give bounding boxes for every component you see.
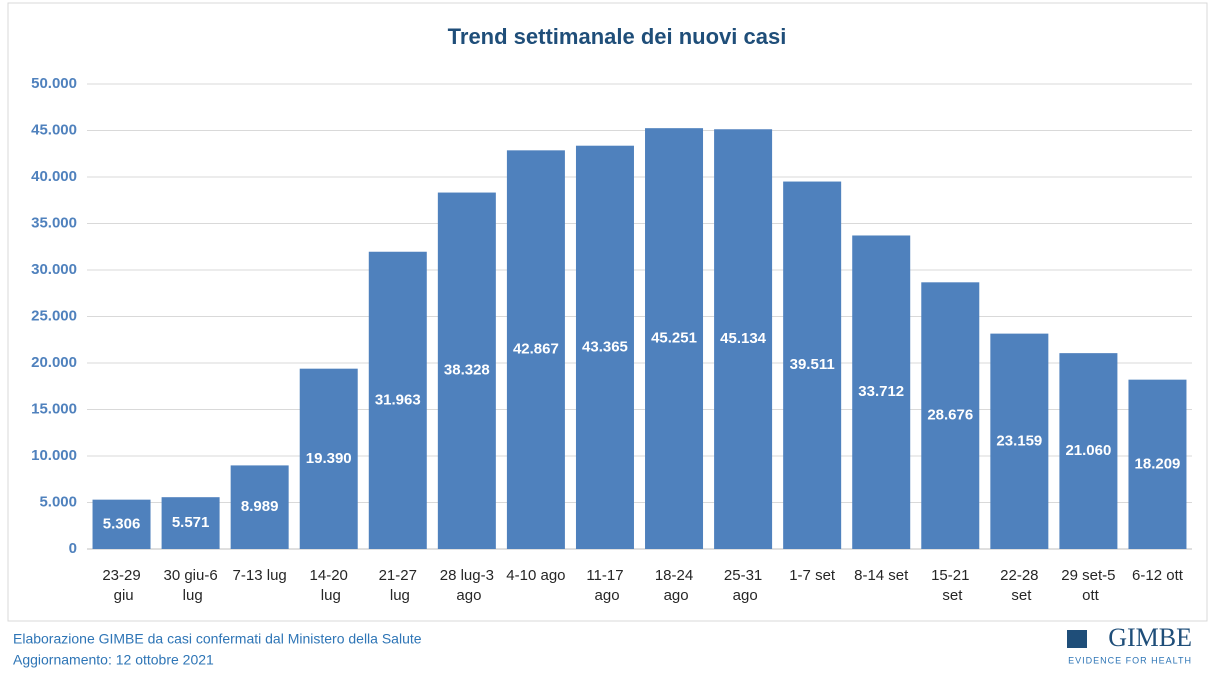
y-tick-label: 30.000 (31, 261, 77, 278)
data-label: 8.989 (241, 498, 279, 515)
x-tick-label: 6-12 ott (1132, 567, 1184, 584)
x-tick-label: 30 giu-6 lug (163, 567, 217, 604)
x-tick-label: 14-20 lug (310, 567, 348, 604)
y-tick-label: 20.000 (31, 354, 77, 371)
x-tick-label: 25-31 ago (724, 567, 762, 604)
x-tick-label: 21-27 lug (379, 567, 417, 604)
x-tick-label: 28 lug-3 ago (440, 567, 494, 604)
bar (1059, 353, 1118, 549)
y-tick-label: 50.000 (31, 75, 77, 92)
bar (990, 333, 1049, 549)
bar (575, 145, 634, 549)
data-label: 18.209 (1135, 455, 1181, 472)
bar (506, 150, 565, 549)
data-label: 33.712 (858, 383, 904, 400)
x-tick-label: 1-7 set (789, 567, 836, 584)
x-tick-label: 29 set-5 ott (1061, 567, 1115, 604)
update-note: Aggiornamento: 12 ottobre 2021 (13, 652, 214, 668)
x-tick-label: 7-13 lug (233, 567, 287, 584)
y-tick-label: 35.000 (31, 214, 77, 231)
y-tick-label: 15.000 (31, 400, 77, 417)
source-note: Elaborazione GIMBE da casi confermati da… (13, 631, 422, 647)
bar (921, 282, 980, 549)
data-label: 45.134 (720, 330, 767, 347)
y-tick-label: 5.000 (39, 493, 77, 510)
x-tick-label: 8-14 set (854, 567, 909, 584)
bar (437, 192, 496, 549)
x-tick-label: 18-24 ago (655, 567, 693, 604)
data-label: 5.306 (103, 515, 141, 532)
bar (1128, 379, 1187, 549)
logo-icon (1067, 630, 1087, 648)
y-tick-label: 10.000 (31, 447, 77, 464)
data-label: 42.867 (513, 341, 559, 358)
data-label: 28.676 (927, 407, 973, 424)
bar (368, 251, 427, 550)
data-label: 39.511 (790, 356, 835, 373)
data-label: 21.060 (1065, 442, 1111, 459)
bar (714, 129, 773, 550)
data-label: 19.390 (306, 450, 352, 467)
x-tick-label: 23-29 giu (102, 567, 140, 604)
bar (783, 181, 842, 549)
bar (645, 128, 704, 549)
x-tick-label: 4-10 ago (506, 567, 565, 584)
logo-tagline: EVIDENCE FOR HEALTH (1068, 655, 1192, 665)
bar (852, 235, 911, 549)
x-tick-label: 22-28 set (1000, 567, 1038, 604)
data-label: 23.159 (996, 432, 1042, 449)
bar (230, 465, 289, 549)
data-label: 5.571 (172, 514, 210, 531)
data-label: 38.328 (444, 362, 490, 379)
bar (299, 368, 358, 549)
bar (92, 499, 151, 549)
logo: GIMBE (1108, 623, 1192, 652)
chart-title: Trend settimanale dei nuovi casi (448, 24, 787, 49)
y-tick-label: 25.000 (31, 307, 77, 324)
y-tick-label: 45.000 (31, 121, 77, 138)
bar (161, 497, 220, 549)
y-tick-label: 0 (69, 540, 77, 557)
y-tick-label: 40.000 (31, 168, 77, 185)
x-tick-label: 15-21 set (931, 567, 969, 604)
data-label: 45.251 (651, 330, 697, 347)
data-label: 31.963 (375, 391, 421, 408)
data-label: 43.365 (582, 338, 628, 355)
x-tick-label: 11-17 ago (586, 567, 623, 604)
